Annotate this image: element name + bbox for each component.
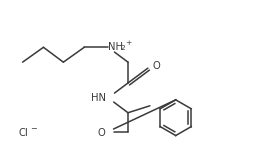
Text: −: − [30,124,37,133]
Text: O: O [97,128,105,138]
Text: Cl: Cl [19,128,28,138]
Text: O: O [153,61,161,71]
Text: HN: HN [91,93,106,103]
Text: +: + [125,40,131,46]
Text: NH: NH [108,42,123,52]
Text: 2: 2 [120,45,125,51]
